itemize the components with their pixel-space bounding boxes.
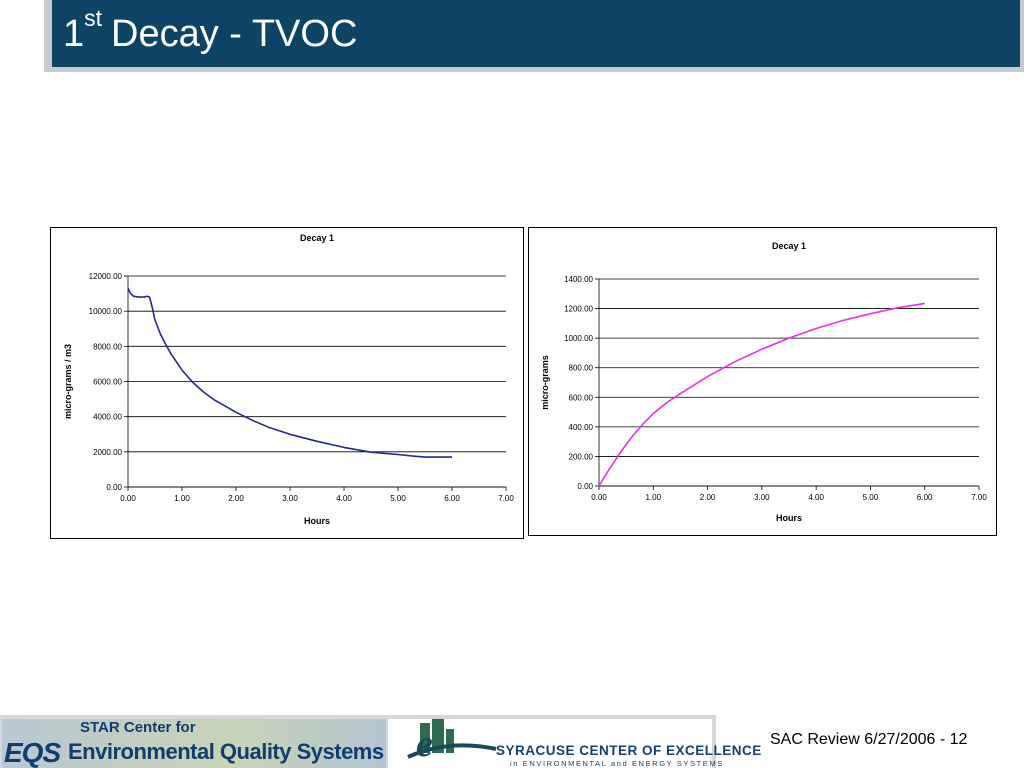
- y-tick-label: 0.00: [577, 482, 593, 491]
- x-tick-label: 2.00: [700, 493, 716, 502]
- series-line: [127, 287, 452, 458]
- slide-footer: SAC Review 6/27/2006 - 12: [770, 731, 968, 748]
- x-tick-label: 1.00: [645, 493, 661, 502]
- chart-title: Decay 1: [300, 233, 334, 243]
- x-tick-label: 5.00: [863, 493, 879, 502]
- x-tick-label: 0.00: [591, 493, 607, 502]
- y-tick-label: 1400.00: [564, 275, 593, 284]
- x-tick-label: 4.00: [336, 494, 352, 503]
- syracuse-skyline-icon: [407, 719, 497, 759]
- y-tick-label: 2000.00: [93, 448, 122, 457]
- y-tick-label: 12000.00: [89, 272, 123, 281]
- x-tick-label: 6.00: [444, 494, 460, 503]
- y-tick-label: 8000.00: [93, 342, 122, 351]
- x-tick-label: 7.00: [498, 494, 514, 503]
- eqs-logo-line1: STAR Center for: [80, 719, 196, 736]
- chart-2-svg: Decay 1 0.00 200.00 400.00 600.00 800.00 1000.…: [540, 241, 987, 523]
- sce-logo-subtitle: in ENVIRONMENTAL and ENERGY SYSTEMS: [510, 759, 724, 768]
- y-tick-label: 10000.00: [89, 307, 123, 316]
- x-tick-label: 6.00: [917, 493, 933, 502]
- series-line: [598, 302, 925, 487]
- x-axis-label: Hours: [776, 513, 802, 523]
- y-axis-label: micro-grams / m3: [63, 344, 73, 419]
- x-tick-label: 5.00: [390, 494, 406, 503]
- x-tick-label: 4.00: [808, 493, 824, 502]
- y-tick-label: 6000.00: [93, 378, 122, 387]
- x-tick-label: 3.00: [282, 494, 298, 503]
- chart-decay-tvoc-concentration: Decay 1 0.00 2000.00 4000.00 6000.00 8000.00 1…: [50, 227, 524, 539]
- title-bar: [52, 0, 1020, 67]
- x-tick-label: 1.00: [174, 494, 190, 503]
- chart-title: Decay 1: [772, 241, 806, 251]
- y-tick-label: 0.00: [106, 483, 122, 492]
- chart-1-svg: Decay 1 0.00 2000.00 4000.00 6000.00 8000.00 1…: [63, 233, 514, 526]
- y-tick-label: 1000.00: [564, 334, 593, 343]
- y-tick-label: 4000.00: [93, 413, 122, 422]
- chart-decay-tvoc-mass: Decay 1 0.00 200.00 400.00 600.00 800.00 1000.…: [528, 227, 997, 536]
- y-tick-label: 600.00: [569, 393, 594, 402]
- y-axis-label: micro-grams: [540, 355, 550, 410]
- eqs-logo-line2: Environmental Quality Systems: [68, 739, 384, 764]
- slide-title: 1st Decay - TVOC: [63, 7, 358, 58]
- eqs-logo-mark: EQS: [4, 737, 61, 768]
- x-tick-label: 0.00: [120, 494, 136, 503]
- y-tick-label: 1200.00: [564, 305, 593, 314]
- x-tick-label: 3.00: [754, 493, 770, 502]
- sce-logo-mark: e: [416, 723, 433, 765]
- title-superscript: st: [84, 5, 103, 31]
- eqs-logo: STAR Center for EQS Environmental Qualit…: [2, 719, 386, 768]
- sce-logo-name: SYRACUSE CENTER OF EXCELLENCE: [496, 743, 762, 758]
- x-tick-label: 7.00: [971, 493, 987, 502]
- syracuse-center-logo: e SYRACUSE CENTER OF EXCELLENCE in ENVIR…: [388, 719, 761, 768]
- title-number: 1: [63, 13, 85, 55]
- y-tick-label: 800.00: [569, 364, 594, 373]
- y-tick-label: 200.00: [569, 452, 594, 461]
- y-tick-label: 400.00: [569, 423, 594, 432]
- x-axis-label: Hours: [304, 516, 330, 526]
- title-rest: Decay - TVOC: [111, 13, 358, 55]
- x-tick-label: 2.00: [228, 494, 244, 503]
